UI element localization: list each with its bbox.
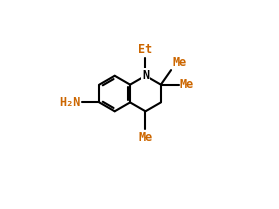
Text: Et: Et — [138, 43, 153, 56]
Text: Me: Me — [180, 78, 194, 91]
Text: H₂N: H₂N — [59, 96, 80, 109]
Text: N: N — [142, 69, 149, 82]
Text: Me: Me — [172, 56, 187, 69]
Text: Me: Me — [138, 131, 153, 144]
